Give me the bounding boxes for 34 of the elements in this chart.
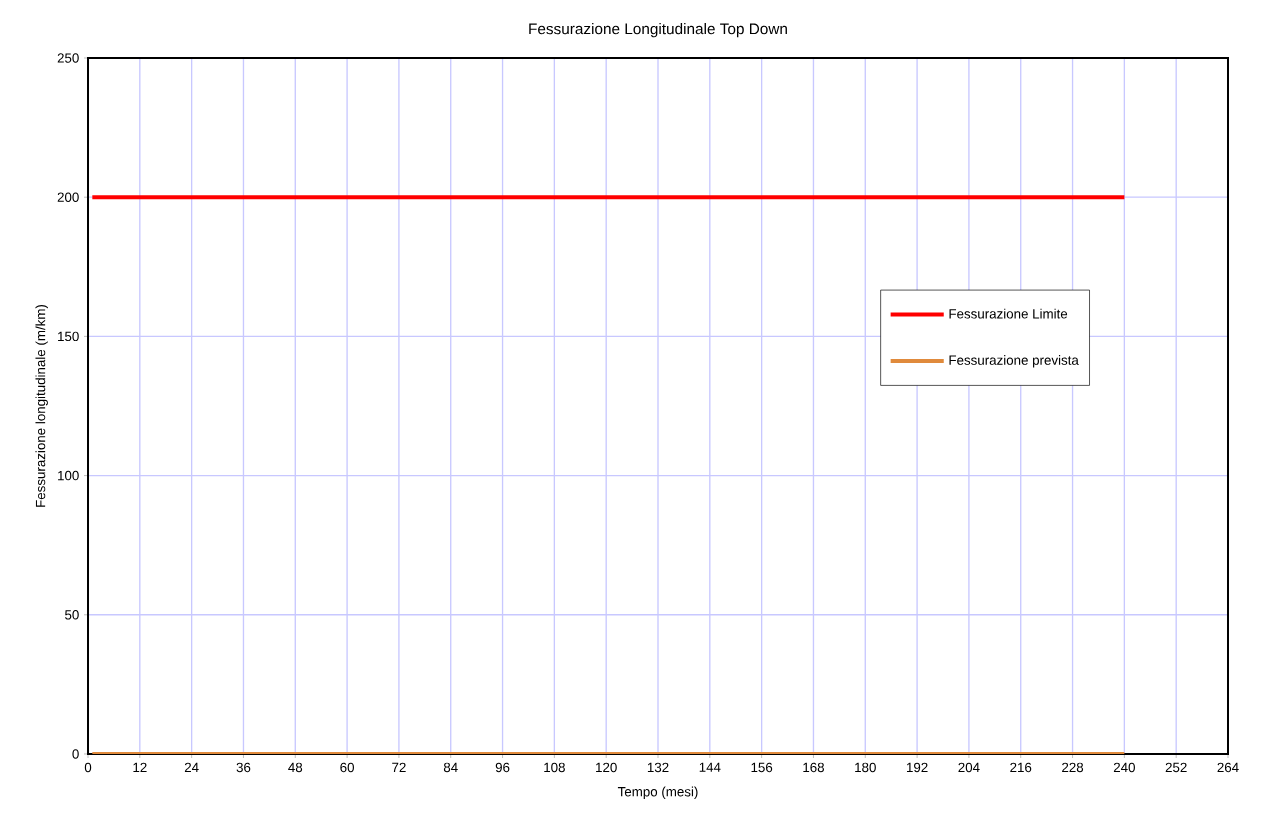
y-tick-label: 100 bbox=[58, 470, 79, 481]
x-tick-label: 168 bbox=[803, 762, 824, 773]
x-tick-label: 120 bbox=[596, 762, 617, 773]
x-tick-label: 264 bbox=[1217, 762, 1239, 773]
legend-label: Fessurazione prevista bbox=[949, 355, 1079, 368]
x-tick-label: 228 bbox=[1062, 762, 1084, 773]
x-tick-label: 180 bbox=[855, 762, 876, 773]
x-tick-label: 60 bbox=[340, 762, 354, 773]
x-axis-title: Tempo (mesi) bbox=[617, 786, 698, 800]
x-tick-label: 96 bbox=[495, 762, 510, 773]
y-tick-label: 0 bbox=[72, 749, 79, 759]
x-tick-label: 84 bbox=[443, 762, 458, 773]
x-tick-label: 108 bbox=[544, 762, 565, 773]
x-tick-label: 216 bbox=[1010, 762, 1032, 773]
x-tick-label: 204 bbox=[958, 762, 980, 773]
x-tick-label: 36 bbox=[236, 762, 251, 773]
chart-title: Fessurazione Longitudinale Top Down bbox=[529, 22, 787, 38]
x-tick-label: 132 bbox=[647, 762, 669, 773]
y-tick-label: 200 bbox=[57, 192, 79, 202]
x-tick-label: 192 bbox=[906, 762, 928, 773]
x-tick-label: 252 bbox=[1165, 762, 1187, 773]
y-tick-label: 50 bbox=[65, 610, 79, 620]
x-tick-label: 72 bbox=[392, 762, 406, 773]
x-tick-label: 12 bbox=[133, 762, 147, 773]
y-axis-title: Fessurazione longitudinale (m/km) bbox=[35, 304, 48, 507]
x-tick-label: 0 bbox=[84, 762, 92, 773]
x-tick-label: 24 bbox=[184, 762, 199, 773]
y-tick-label: 150 bbox=[58, 331, 79, 342]
legend-label: Fessurazione Limite bbox=[949, 308, 1068, 319]
x-tick-label: 156 bbox=[751, 762, 773, 773]
x-tick-label: 144 bbox=[699, 762, 721, 772]
y-tick-label: 250 bbox=[57, 53, 79, 63]
x-tick-label: 48 bbox=[288, 762, 303, 773]
x-tick-label: 240 bbox=[1113, 762, 1135, 773]
